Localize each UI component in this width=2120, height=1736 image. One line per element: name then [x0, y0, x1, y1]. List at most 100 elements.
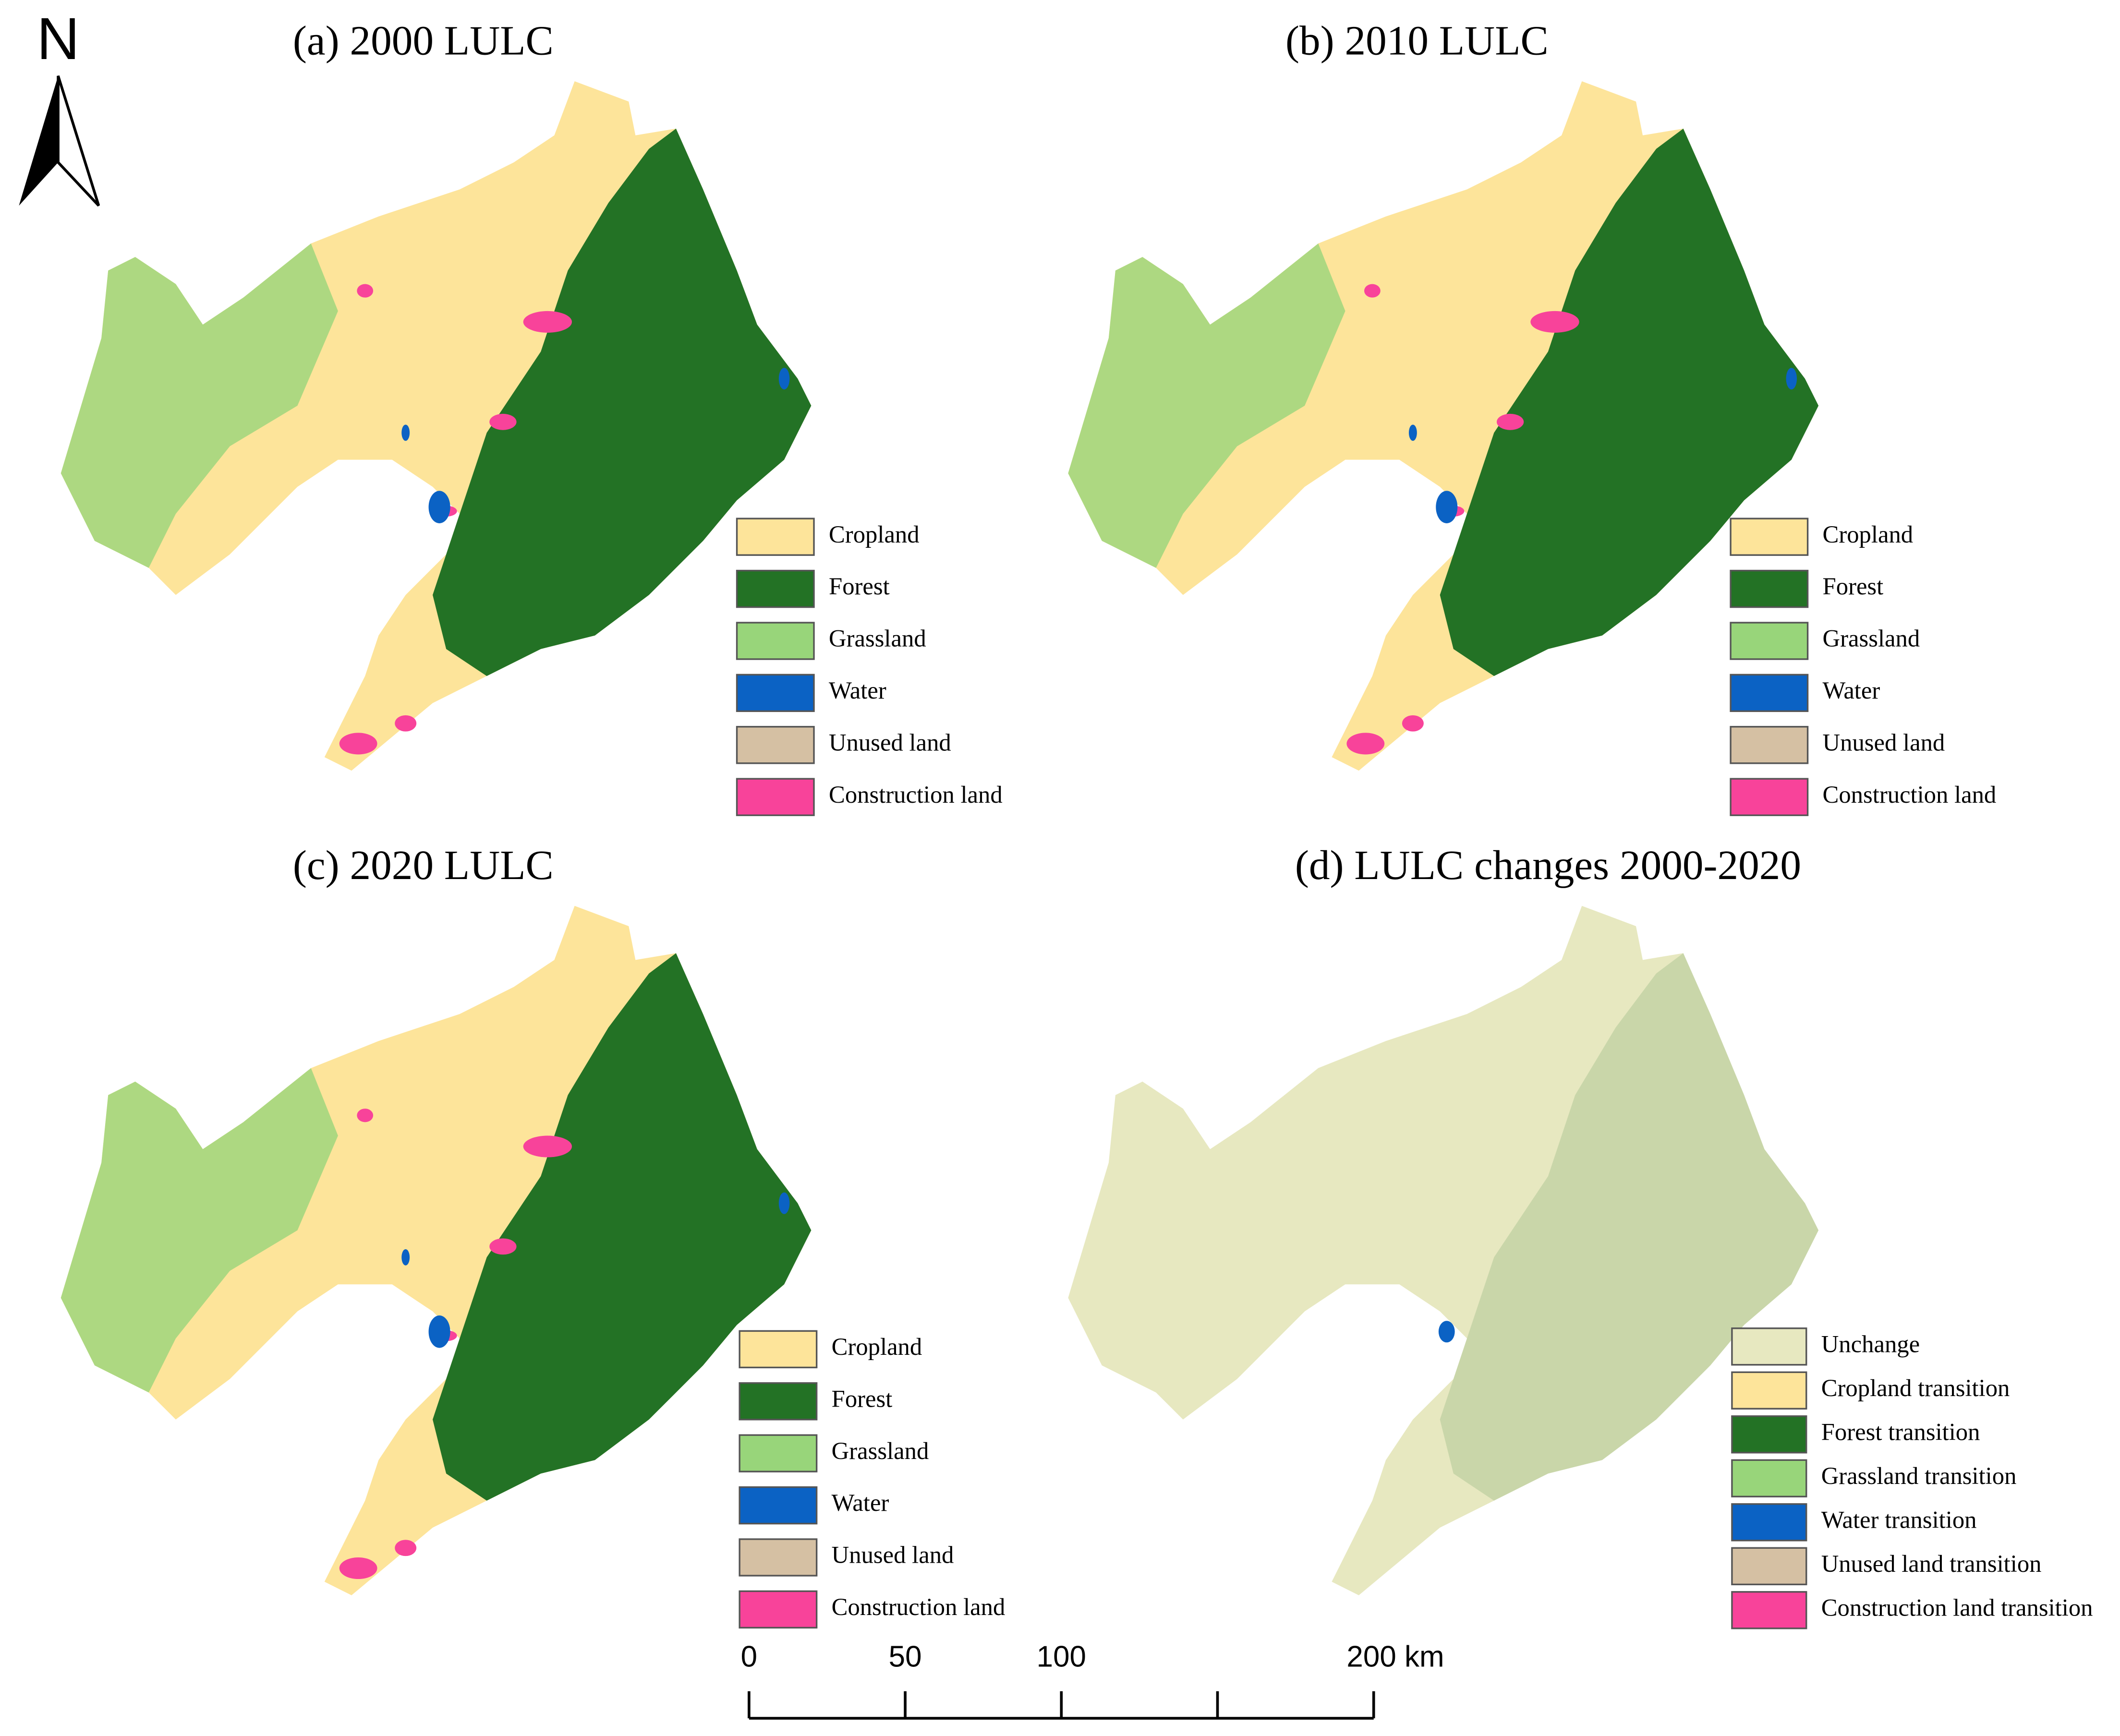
scale-label: 100 [1037, 1640, 1086, 1674]
legend-swatch [736, 674, 815, 712]
legend-label: Unused land [829, 729, 951, 756]
region-construction [523, 1135, 572, 1157]
legend-label: Cropland [832, 1333, 922, 1360]
legend-label: Construction land [832, 1593, 1005, 1620]
legend-label: Grassland transition [1821, 1462, 2017, 1489]
legend-label: Grassland [1823, 625, 1920, 652]
legend-label: Forest [829, 573, 890, 600]
legend-swatch [1731, 1327, 1807, 1366]
legend-swatch [1731, 1459, 1807, 1497]
legend-label: Water [829, 677, 886, 704]
region-construction [1402, 715, 1424, 732]
region-construction [1346, 733, 1385, 755]
region-construction [1364, 284, 1381, 298]
region-water [401, 1249, 410, 1266]
legend-swatch [1730, 778, 1809, 816]
scale-label: 0 [741, 1640, 757, 1674]
legend-swatch [1731, 1415, 1807, 1454]
legend-swatch [1731, 1547, 1807, 1586]
map-panel: (c) 2020 LULC Cropland Forest Grassland Wate… [61, 842, 1005, 1629]
legend-swatch [1730, 518, 1809, 556]
map-panel: (d) LULC changes 2000-2020 Unchange Cropla… [1068, 842, 2093, 1629]
legend-label: Water [832, 1489, 889, 1516]
legend-label: Cropland [1823, 521, 1914, 548]
region-construction [1496, 413, 1524, 430]
north-label: N [36, 6, 79, 72]
legend-label: Construction land [1823, 781, 1997, 808]
map-panel: (a) 2000 LULC Cropland Forest Grassland Wate… [61, 17, 1003, 816]
legend-label: Cropland [829, 521, 920, 548]
north-arrow-left [19, 76, 59, 206]
legend-label: Forest [832, 1385, 893, 1412]
legend-swatch [739, 1590, 818, 1629]
legend-label: Construction land [829, 781, 1003, 808]
region-unchanged [1068, 905, 1819, 1595]
legend-label: Water transition [1821, 1506, 1977, 1533]
region-water [1436, 491, 1458, 523]
legend-swatch [736, 518, 815, 556]
region-construction [357, 1109, 374, 1122]
legend-label: Unused land [832, 1542, 954, 1568]
region-water [428, 1315, 450, 1348]
region-forest [433, 953, 812, 1501]
region-construction [395, 1540, 417, 1556]
region-water-change [1438, 1321, 1455, 1343]
legend-swatch [1731, 1591, 1807, 1629]
legend-swatch [739, 1486, 818, 1525]
legend-label: Forest transition [1821, 1418, 1980, 1445]
map-panel: (b) 2010 LULC Cropland Forest Grassland Wate… [1068, 17, 1997, 816]
region-construction [489, 413, 517, 430]
region-forest [433, 128, 812, 676]
panel-title: (c) 2020 LULC [293, 842, 554, 888]
region-construction [489, 1238, 517, 1255]
region-grassland [1068, 243, 1345, 568]
north-arrow-right [57, 75, 100, 207]
legend-label: Unused land [1823, 729, 1945, 756]
legend-label: Grassland [829, 625, 926, 652]
legend-swatch [736, 726, 815, 764]
legend-swatch [1730, 569, 1809, 608]
legend-swatch [739, 1434, 818, 1472]
legend-swatch [739, 1330, 818, 1369]
region-forest-change [1440, 953, 1819, 1501]
region-water [778, 368, 790, 390]
legend-swatch [736, 778, 815, 816]
north-arrow: N [19, 6, 100, 207]
legend-swatch [1730, 622, 1809, 660]
panel-title: (d) LULC changes 2000-2020 [1295, 842, 1801, 888]
region-grassland [61, 1068, 338, 1393]
legend-swatch [1731, 1503, 1807, 1542]
legend-label: Grassland [832, 1437, 929, 1464]
region-water [1786, 368, 1797, 390]
legend-label: Water [1823, 677, 1880, 704]
region-forest [1440, 128, 1819, 676]
legend-swatch [739, 1538, 818, 1577]
legend-label: Forest [1823, 573, 1884, 600]
region-water [778, 1192, 790, 1214]
scale-label: 200 km [1346, 1640, 1444, 1674]
region-construction [523, 311, 572, 333]
scale-label: 50 [889, 1640, 922, 1674]
legend-swatch [736, 569, 815, 608]
region-construction [357, 284, 374, 298]
region-grassland [61, 243, 338, 568]
legend-swatch [736, 622, 815, 660]
legend-label: Cropland transition [1821, 1374, 2010, 1401]
region-construction [395, 715, 417, 732]
legend-label: Construction land transition [1821, 1594, 2093, 1621]
region-construction [339, 733, 377, 755]
panel-title: (a) 2000 LULC [293, 17, 554, 63]
region-water [401, 424, 410, 441]
region-construction [1530, 311, 1579, 333]
legend-label: Unused land transition [1821, 1550, 2042, 1577]
region-construction [339, 1557, 377, 1579]
legend-swatch [1730, 726, 1809, 764]
legend-swatch [1730, 674, 1809, 712]
panel-title: (b) 2010 LULC [1285, 17, 1549, 63]
legend-label: Unchange [1821, 1330, 1920, 1357]
region-water [428, 491, 450, 523]
region-water [1408, 424, 1417, 441]
legend-swatch [1731, 1371, 1807, 1410]
